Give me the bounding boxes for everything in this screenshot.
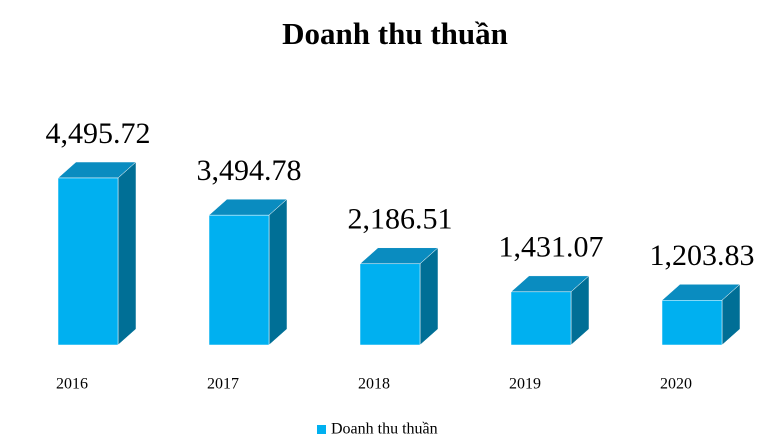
legend-label: Doanh thu thuần xyxy=(331,421,438,438)
bar xyxy=(359,263,421,346)
bar xyxy=(661,300,723,346)
bar xyxy=(57,177,119,346)
data-label: 1,431.07 xyxy=(499,231,604,264)
x-tick-label: 2020 xyxy=(660,376,692,393)
bar xyxy=(510,291,572,346)
data-label: 1,203.83 xyxy=(650,239,755,272)
chart-title: Doanh thu thuần xyxy=(282,16,508,51)
x-tick-label: 2017 xyxy=(207,376,239,393)
bar-side xyxy=(117,161,137,346)
bar xyxy=(208,214,270,346)
x-tick-label: 2019 xyxy=(509,376,541,393)
data-label: 3,494.78 xyxy=(197,154,302,187)
x-tick-label: 2018 xyxy=(358,376,390,393)
bar-side xyxy=(268,198,288,346)
legend-swatch xyxy=(317,425,326,434)
x-tick-label: 2016 xyxy=(56,376,88,393)
data-label: 4,495.72 xyxy=(46,117,151,150)
bar-side xyxy=(419,247,439,346)
data-label: 2,186.51 xyxy=(348,203,453,236)
